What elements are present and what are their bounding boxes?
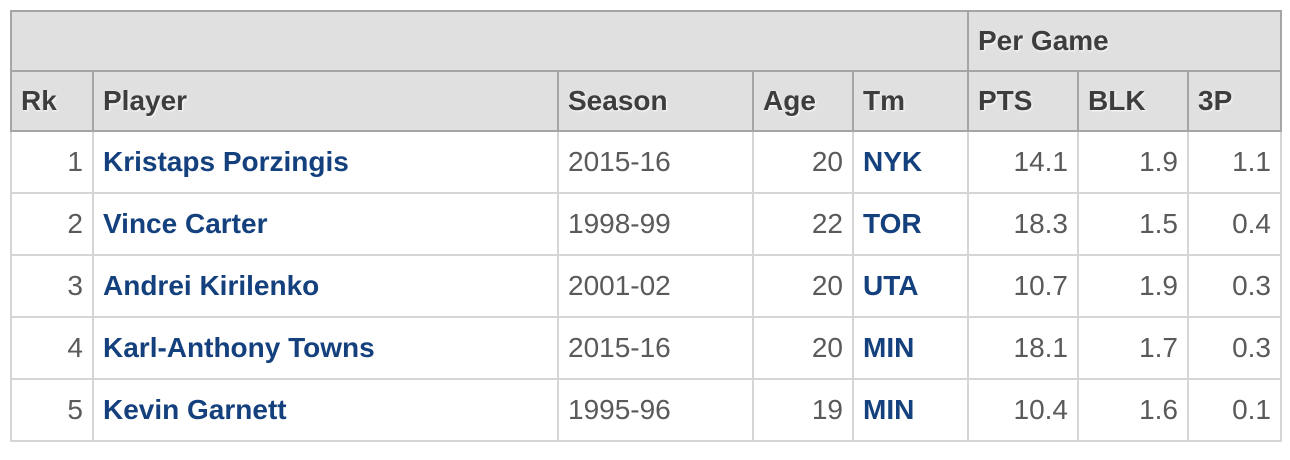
per-game-stats-table: Per Game Rk Player Season Age Tm PTS BLK…: [10, 10, 1282, 442]
season-cell: 2015-16: [557, 316, 754, 380]
blk-cell: 1.6: [1077, 378, 1189, 442]
age-cell: 20: [752, 316, 854, 380]
team-link[interactable]: TOR: [863, 208, 922, 239]
table-row: 3 Andrei Kirilenko 2001-02 20 UTA 10.7 1…: [10, 254, 1282, 318]
col-header-season[interactable]: Season: [557, 70, 754, 132]
player-link[interactable]: Andrei Kirilenko: [103, 270, 320, 301]
table-body: 1 Kristaps Porzingis 2015-16 20 NYK 14.1…: [10, 130, 1282, 442]
3p-cell: 0.3: [1187, 316, 1282, 380]
season-cell: 2001-02: [557, 254, 754, 318]
col-header-rk[interactable]: Rk: [10, 70, 94, 132]
team-link[interactable]: UTA: [863, 270, 919, 301]
table-row: 1 Kristaps Porzingis 2015-16 20 NYK 14.1…: [10, 130, 1282, 194]
player-link[interactable]: Kevin Garnett: [103, 394, 287, 425]
col-header-tm[interactable]: Tm: [852, 70, 969, 132]
col-header-blk[interactable]: BLK: [1077, 70, 1189, 132]
blk-cell: 1.5: [1077, 192, 1189, 256]
season-cell: 1998-99: [557, 192, 754, 256]
pts-cell: 10.7: [967, 254, 1079, 318]
over-header-row: Per Game: [10, 10, 1282, 72]
player-link[interactable]: Kristaps Porzingis: [103, 146, 349, 177]
blk-cell: 1.7: [1077, 316, 1189, 380]
player-link[interactable]: Karl-Anthony Towns: [103, 332, 375, 363]
team-cell: UTA: [852, 254, 969, 318]
player-cell: Vince Carter: [92, 192, 559, 256]
3p-cell: 1.1: [1187, 130, 1282, 194]
age-cell: 19: [752, 378, 854, 442]
player-cell: Andrei Kirilenko: [92, 254, 559, 318]
pts-cell: 10.4: [967, 378, 1079, 442]
pts-cell: 18.1: [967, 316, 1079, 380]
3p-cell: 0.4: [1187, 192, 1282, 256]
season-cell: 1995-96: [557, 378, 754, 442]
team-cell: MIN: [852, 378, 969, 442]
over-header-spacer: [10, 10, 969, 72]
pts-cell: 18.3: [967, 192, 1079, 256]
col-header-3p[interactable]: 3P: [1187, 70, 1282, 132]
player-cell: Karl-Anthony Towns: [92, 316, 559, 380]
rank-cell: 5: [10, 378, 94, 442]
rank-cell: 3: [10, 254, 94, 318]
pts-cell: 14.1: [967, 130, 1079, 194]
col-header-age[interactable]: Age: [752, 70, 854, 132]
age-cell: 20: [752, 130, 854, 194]
age-cell: 20: [752, 254, 854, 318]
table-row: 2 Vince Carter 1998-99 22 TOR 18.3 1.5 0…: [10, 192, 1282, 256]
column-header-row: Rk Player Season Age Tm PTS BLK 3P: [10, 70, 1282, 132]
blk-cell: 1.9: [1077, 130, 1189, 194]
rank-cell: 2: [10, 192, 94, 256]
table-row: 4 Karl-Anthony Towns 2015-16 20 MIN 18.1…: [10, 316, 1282, 380]
rank-cell: 1: [10, 130, 94, 194]
player-link[interactable]: Vince Carter: [103, 208, 268, 239]
over-header-per-game: Per Game: [967, 10, 1282, 72]
blk-cell: 1.9: [1077, 254, 1189, 318]
season-cell: 2015-16: [557, 130, 754, 194]
col-header-player[interactable]: Player: [92, 70, 559, 132]
3p-cell: 0.1: [1187, 378, 1282, 442]
team-link[interactable]: MIN: [863, 394, 915, 425]
team-link[interactable]: MIN: [863, 332, 915, 363]
3p-cell: 0.3: [1187, 254, 1282, 318]
team-cell: TOR: [852, 192, 969, 256]
col-header-pts[interactable]: PTS: [967, 70, 1079, 132]
player-cell: Kristaps Porzingis: [92, 130, 559, 194]
team-cell: MIN: [852, 316, 969, 380]
table-row: 5 Kevin Garnett 1995-96 19 MIN 10.4 1.6 …: [10, 378, 1282, 442]
table-head: Per Game Rk Player Season Age Tm PTS BLK…: [10, 10, 1282, 132]
rank-cell: 4: [10, 316, 94, 380]
player-cell: Kevin Garnett: [92, 378, 559, 442]
team-cell: NYK: [852, 130, 969, 194]
team-link[interactable]: NYK: [863, 146, 923, 177]
age-cell: 22: [752, 192, 854, 256]
